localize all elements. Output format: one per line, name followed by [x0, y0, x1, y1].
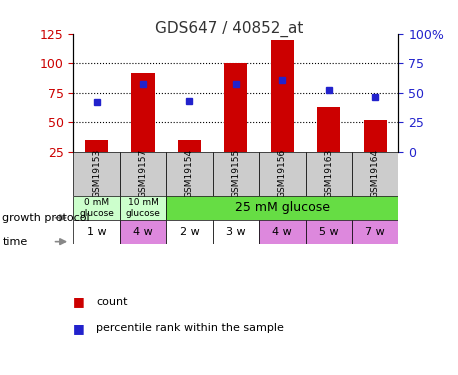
Bar: [364, 120, 387, 152]
Text: 5 w: 5 w: [319, 227, 338, 237]
Bar: [352, 152, 398, 196]
Text: GSM19164: GSM19164: [371, 149, 380, 198]
Bar: [73, 196, 120, 220]
Bar: [73, 152, 120, 196]
Bar: [317, 107, 340, 152]
Bar: [73, 220, 120, 244]
Text: 0 mM
glucose: 0 mM glucose: [79, 198, 114, 217]
Text: 3 w: 3 w: [226, 227, 245, 237]
Bar: [224, 63, 247, 152]
Text: growth protocol: growth protocol: [2, 213, 90, 223]
Text: GSM19155: GSM19155: [231, 149, 240, 198]
Bar: [85, 140, 108, 152]
Text: percentile rank within the sample: percentile rank within the sample: [96, 323, 284, 333]
Text: GSM19154: GSM19154: [185, 149, 194, 198]
Text: count: count: [96, 297, 128, 307]
Bar: [131, 73, 154, 152]
Bar: [166, 196, 398, 220]
Text: GSM19163: GSM19163: [324, 149, 333, 198]
Bar: [259, 220, 305, 244]
Bar: [120, 196, 166, 220]
Text: ■: ■: [73, 322, 85, 334]
Bar: [213, 220, 259, 244]
Text: time: time: [2, 237, 27, 247]
Text: GSM19157: GSM19157: [138, 149, 147, 198]
Bar: [120, 152, 166, 196]
Text: GSM19156: GSM19156: [278, 149, 287, 198]
Text: 10 mM
glucose: 10 mM glucose: [125, 198, 160, 217]
Bar: [166, 152, 213, 196]
Text: 1 w: 1 w: [87, 227, 106, 237]
Text: GDS647 / 40852_at: GDS647 / 40852_at: [155, 21, 303, 37]
Text: 25 mM glucose: 25 mM glucose: [235, 201, 330, 214]
Text: 4 w: 4 w: [133, 227, 153, 237]
Bar: [166, 220, 213, 244]
Bar: [213, 152, 259, 196]
Bar: [305, 220, 352, 244]
Text: GSM19153: GSM19153: [92, 149, 101, 198]
Bar: [352, 220, 398, 244]
Text: 7 w: 7 w: [365, 227, 385, 237]
Text: 2 w: 2 w: [180, 227, 199, 237]
Bar: [120, 220, 166, 244]
Text: ■: ■: [73, 296, 85, 308]
Text: 4 w: 4 w: [273, 227, 292, 237]
Bar: [271, 40, 294, 152]
Bar: [305, 152, 352, 196]
Bar: [178, 140, 201, 152]
Bar: [259, 152, 305, 196]
